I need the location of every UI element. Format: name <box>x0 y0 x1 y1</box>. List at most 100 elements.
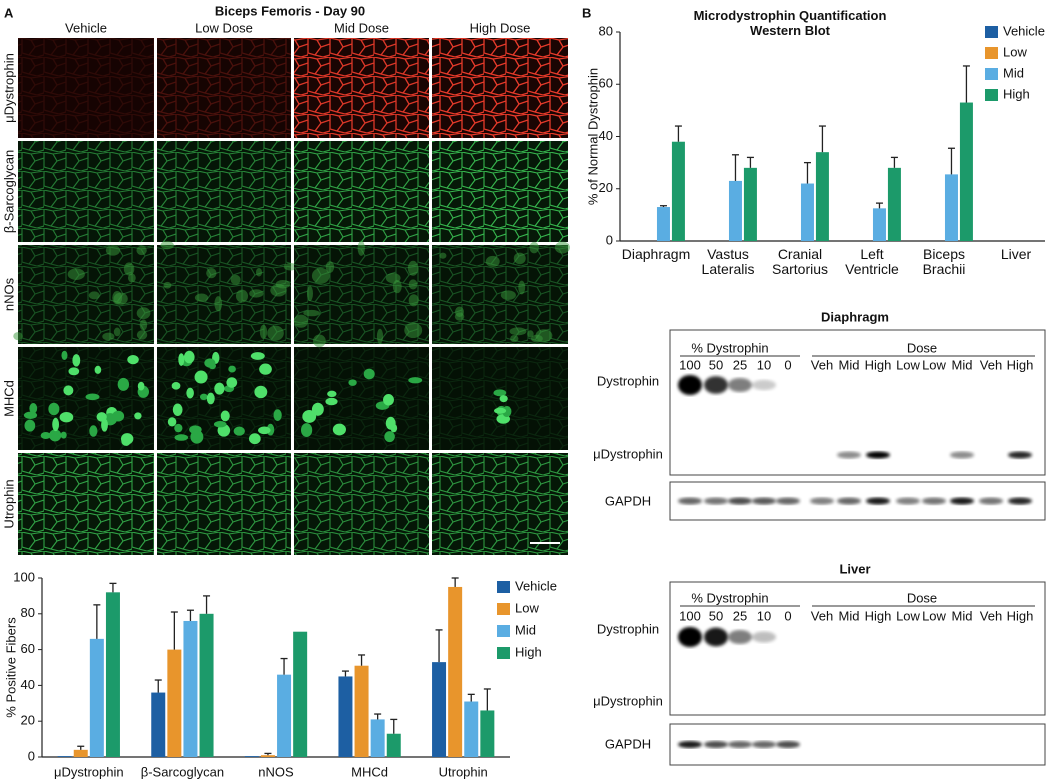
stain <box>509 327 527 336</box>
bar <box>872 208 886 241</box>
micrograph <box>157 245 291 344</box>
row-label: Utrophin <box>1 479 16 528</box>
fiber <box>117 377 130 391</box>
stain <box>303 309 321 317</box>
micrograph <box>18 347 154 450</box>
blot-band <box>752 631 776 643</box>
error-bar <box>374 713 382 720</box>
blot-band <box>704 376 728 394</box>
blot-frame <box>669 581 1046 716</box>
stain <box>510 334 519 343</box>
error-bar <box>264 752 272 756</box>
bar <box>293 631 308 757</box>
legend-swatch <box>985 47 998 59</box>
bar <box>73 749 88 757</box>
panel-label: B <box>582 5 591 20</box>
bar <box>199 613 214 757</box>
fiber <box>250 352 265 360</box>
x-tick-label: Utrophin <box>439 764 488 779</box>
lane-label: 10 <box>757 608 771 623</box>
bar <box>244 756 259 757</box>
stain <box>136 307 151 320</box>
row-label: μDystrophin <box>1 53 16 123</box>
error-bar <box>186 609 194 621</box>
blot-band <box>752 497 776 505</box>
fiber <box>204 358 216 368</box>
lane-label: Low <box>922 608 946 623</box>
stain <box>139 319 148 331</box>
legend-label: Mid <box>515 622 536 637</box>
stain <box>439 252 447 259</box>
fiber <box>383 394 394 406</box>
fiber <box>101 418 108 432</box>
stain <box>529 241 539 254</box>
stain <box>313 334 326 348</box>
bar <box>338 676 353 757</box>
fiber <box>68 367 80 376</box>
stain <box>455 306 464 318</box>
stain <box>13 332 23 341</box>
y-tick-label: 80 <box>21 605 35 620</box>
blot-band <box>866 451 890 459</box>
stain <box>127 273 136 283</box>
x-tick-label: Cranial Sartorius <box>771 246 829 277</box>
lane-label: High <box>865 608 892 623</box>
x-tick-label: Diaphragm <box>621 246 691 262</box>
micrograph <box>18 141 154 242</box>
micrograph <box>18 245 154 344</box>
column-label: High Dose <box>470 20 531 35</box>
bar <box>800 183 814 241</box>
micrograph <box>157 453 291 555</box>
column-label: Vehicle <box>65 20 107 35</box>
blot-header: % Dystrophin <box>691 340 768 355</box>
blot-header: Dose <box>907 590 937 605</box>
blot-band <box>728 741 752 748</box>
fiber <box>384 431 395 443</box>
lane-label: Veh <box>980 608 1002 623</box>
stain <box>357 240 365 256</box>
stain <box>259 324 268 339</box>
y-tick-label: 80 <box>599 23 613 38</box>
stain <box>513 252 526 265</box>
bar <box>887 167 901 241</box>
fiber <box>121 436 131 446</box>
micrograph <box>294 141 429 242</box>
fiber <box>137 381 145 391</box>
blot-title: Liver <box>839 561 870 576</box>
legend-swatch <box>985 26 998 38</box>
fiber <box>60 431 67 439</box>
micrograph <box>18 453 154 555</box>
lane-label: Mid <box>952 357 973 372</box>
y-axis-label: % Positive Fibers <box>3 617 18 718</box>
stain <box>206 267 217 279</box>
stain <box>123 262 135 276</box>
stain <box>283 263 298 271</box>
fiber <box>408 377 423 384</box>
stain <box>160 240 174 250</box>
legend-label: Low <box>1003 44 1027 59</box>
fiber <box>494 407 507 414</box>
micrograph <box>432 38 568 138</box>
fiber <box>85 393 100 401</box>
fiber <box>174 434 189 441</box>
micrograph <box>294 453 429 555</box>
y-tick-label: 40 <box>21 677 35 692</box>
y-tick-label: 20 <box>21 713 35 728</box>
stain <box>214 296 223 312</box>
fiber <box>183 350 195 364</box>
legend-label: High <box>1003 86 1030 101</box>
fiber <box>167 417 177 427</box>
fiber <box>40 432 51 440</box>
legend-swatch <box>497 603 510 615</box>
bar <box>464 701 479 757</box>
panel-label: A <box>4 5 14 20</box>
row-label: MHCd <box>1 380 16 417</box>
row-label: Dystrophin <box>597 621 659 636</box>
x-tick-label: MHCd <box>351 764 388 779</box>
lane-label: 0 <box>784 608 791 623</box>
fiber <box>300 423 313 437</box>
x-tick-label: Liver <box>1000 246 1032 262</box>
stain <box>105 244 121 256</box>
blot-band <box>728 630 752 644</box>
